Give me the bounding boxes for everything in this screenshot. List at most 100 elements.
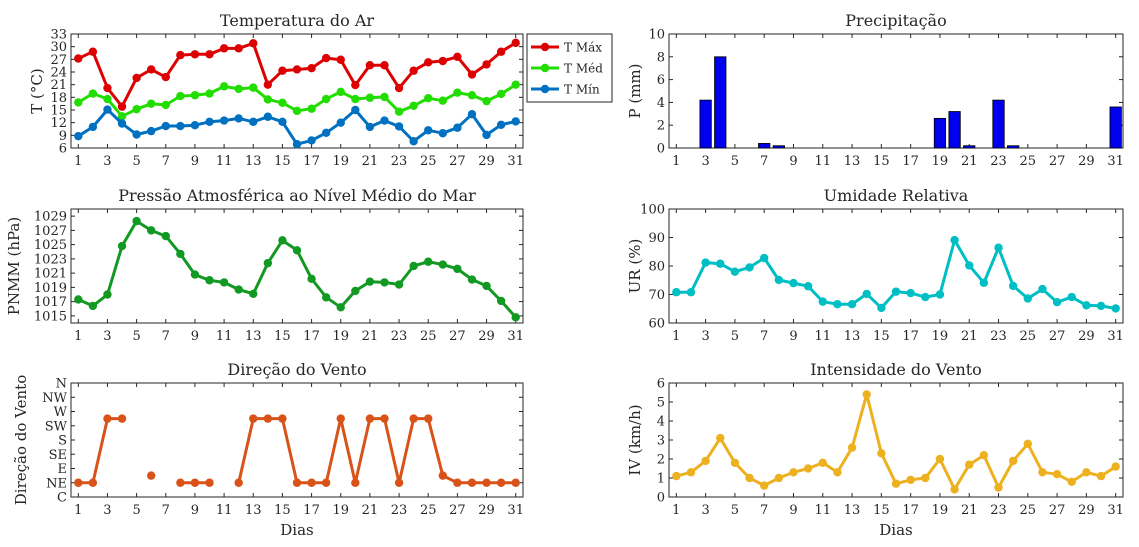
x-tick-label: 23 bbox=[990, 503, 1007, 518]
x-tick-label: 27 bbox=[1049, 154, 1066, 169]
data-point bbox=[74, 478, 83, 487]
data-point bbox=[467, 478, 477, 487]
data-point bbox=[365, 93, 375, 102]
data-point bbox=[74, 295, 83, 304]
x-tick-label: 23 bbox=[990, 329, 1007, 344]
x-tick-label: 31 bbox=[1107, 329, 1124, 344]
x-tick-label: 19 bbox=[932, 503, 949, 518]
data-point bbox=[847, 299, 857, 309]
x-tick-label: 23 bbox=[391, 329, 408, 344]
data-point bbox=[278, 98, 287, 108]
data-point bbox=[424, 58, 433, 67]
data-point bbox=[190, 478, 200, 487]
data-point bbox=[88, 301, 98, 311]
x-tick-label: 3 bbox=[701, 503, 709, 518]
data-point bbox=[74, 54, 83, 63]
y-tick-label: 8 bbox=[657, 50, 665, 65]
data-point bbox=[496, 120, 506, 129]
data-point bbox=[438, 129, 448, 138]
data-point bbox=[351, 94, 360, 104]
data-point bbox=[146, 65, 156, 74]
series-pressure bbox=[74, 216, 520, 322]
x-tick-label: 31 bbox=[1107, 154, 1124, 169]
y-tick-label: 3 bbox=[657, 434, 665, 449]
data-point bbox=[336, 87, 345, 97]
y-axis-label: PNMM (hPa) bbox=[5, 217, 23, 315]
data-point bbox=[467, 91, 477, 100]
x-tick-label: 31 bbox=[507, 329, 524, 344]
data-point bbox=[511, 117, 520, 126]
data-point bbox=[205, 89, 214, 98]
data-point bbox=[409, 101, 418, 110]
data-point bbox=[88, 478, 98, 487]
chart-pressure: Pressão Atmosférica ao Nível Médio do Ma… bbox=[5, 186, 524, 344]
data-point bbox=[380, 414, 389, 423]
data-point bbox=[249, 83, 258, 92]
data-point bbox=[336, 118, 345, 127]
data-point bbox=[979, 451, 989, 460]
chart-title: Umidade Relativa bbox=[824, 186, 969, 205]
data-point bbox=[132, 104, 141, 114]
bar bbox=[699, 99, 712, 149]
data-point bbox=[1082, 301, 1091, 310]
y-tick-label: 1021 bbox=[34, 267, 67, 282]
x-tick-label: 25 bbox=[420, 154, 437, 169]
chart-temp: Temperatura do Ar1 3 5 7 9 11 13 15 17 19 21 23 25 27… bbox=[28, 11, 524, 169]
data-point bbox=[351, 478, 360, 487]
y-tick-label: S bbox=[58, 434, 67, 449]
data-point bbox=[965, 460, 974, 469]
legend-item-tmin: T Mín bbox=[531, 83, 600, 97]
x-tick-label: 3 bbox=[103, 329, 111, 344]
x-tick-label: 1 bbox=[74, 329, 82, 344]
y-tick-label: 1029 bbox=[34, 210, 67, 225]
data-point bbox=[409, 66, 418, 75]
data-point bbox=[321, 128, 331, 137]
data-point bbox=[1008, 456, 1018, 466]
x-tick-label: 5 bbox=[132, 329, 140, 344]
x-axis-label: Dias bbox=[879, 521, 912, 539]
data-point bbox=[701, 456, 710, 466]
x-tick-label: 7 bbox=[760, 154, 768, 169]
data-point bbox=[161, 100, 170, 110]
x-tick-label: 25 bbox=[420, 503, 437, 518]
legend-marker bbox=[540, 42, 550, 52]
y-tick-label: 100 bbox=[640, 203, 665, 218]
data-point bbox=[482, 281, 491, 291]
data-point bbox=[307, 63, 316, 73]
data-point bbox=[921, 292, 930, 302]
data-point bbox=[789, 278, 798, 288]
data-point bbox=[921, 473, 930, 483]
x-tick-label: 19 bbox=[332, 329, 349, 344]
data-point bbox=[103, 83, 112, 93]
legend-item-tmax: T Máx bbox=[531, 41, 602, 55]
data-point bbox=[321, 94, 331, 104]
data-point bbox=[906, 288, 915, 298]
data-point bbox=[716, 433, 725, 443]
x-tick-label: 13 bbox=[245, 329, 262, 344]
y-axis-label: P (mm) bbox=[626, 63, 644, 118]
y-tick-label: 12 bbox=[50, 116, 67, 131]
data-point bbox=[438, 471, 448, 480]
data-point bbox=[424, 257, 433, 266]
x-tick-label: 17 bbox=[902, 154, 919, 169]
data-point bbox=[965, 261, 974, 270]
data-point bbox=[351, 286, 360, 296]
data-point bbox=[511, 80, 520, 89]
y-tick-label: NW bbox=[42, 391, 67, 406]
bar bbox=[772, 145, 785, 149]
x-tick-label: 17 bbox=[303, 503, 320, 518]
y-tick-label: 30 bbox=[50, 40, 67, 55]
series-tmin bbox=[74, 105, 520, 149]
x-tick-label: 5 bbox=[132, 154, 140, 169]
data-point bbox=[409, 137, 418, 146]
data-point bbox=[672, 288, 681, 297]
x-tick-label: 9 bbox=[191, 329, 199, 344]
data-point bbox=[176, 249, 185, 259]
data-point bbox=[205, 50, 214, 59]
x-tick-label: 13 bbox=[844, 503, 861, 518]
data-point bbox=[1023, 439, 1033, 448]
data-point bbox=[307, 478, 316, 487]
